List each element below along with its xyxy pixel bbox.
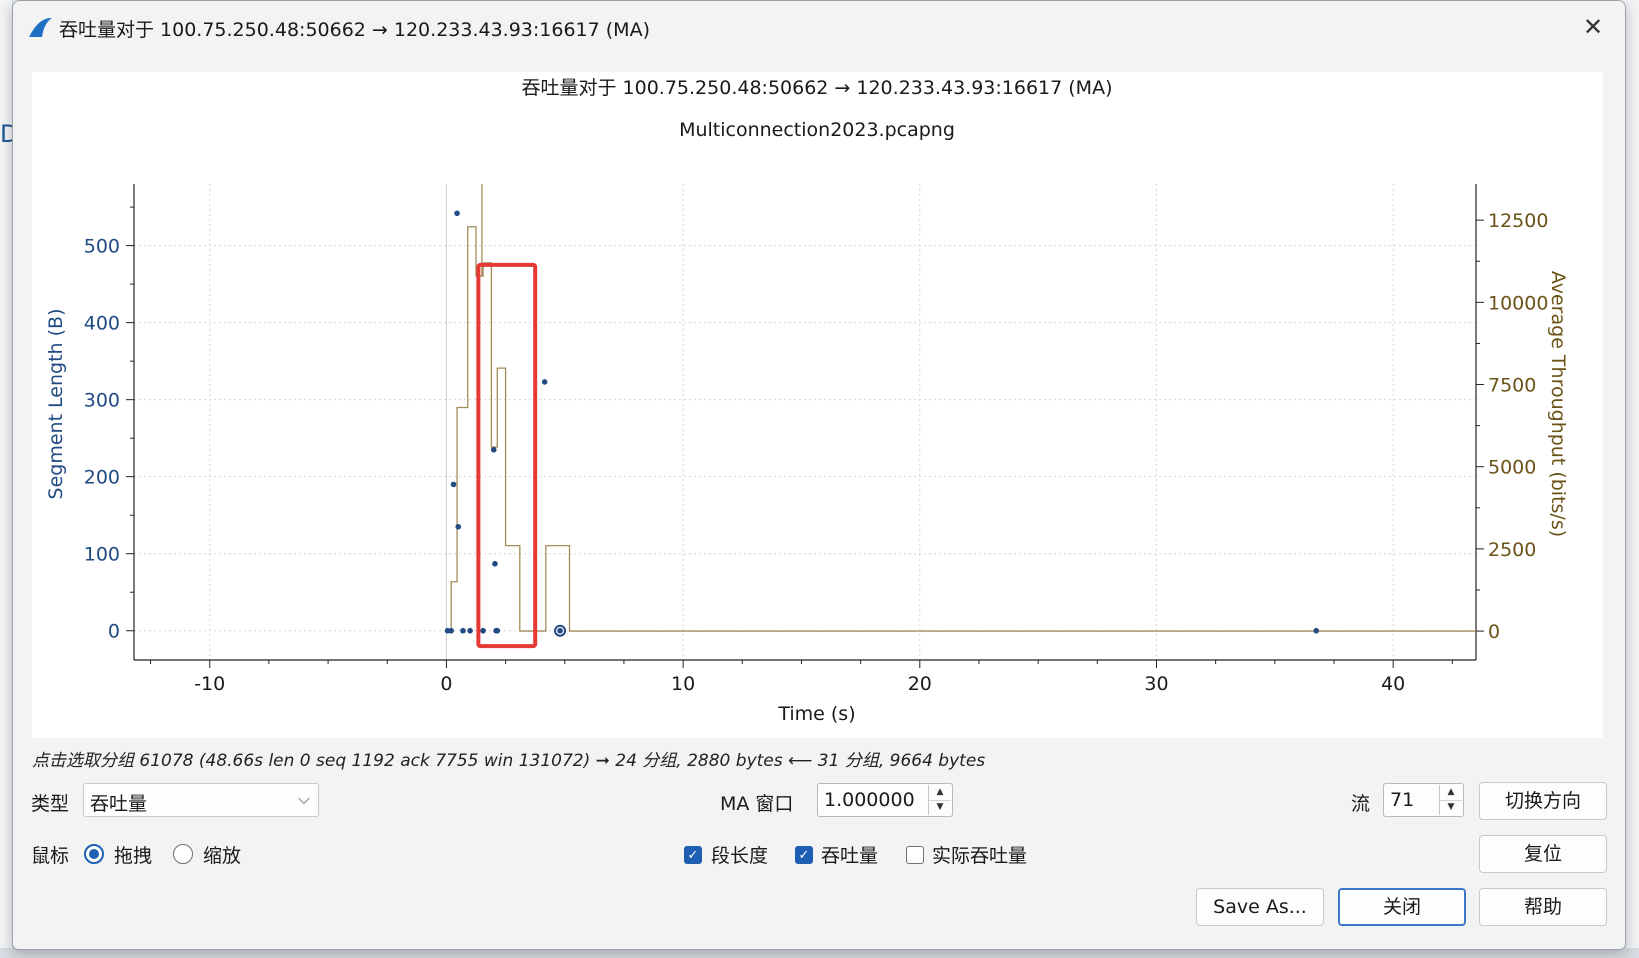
- segment-point: [480, 627, 486, 634]
- reset-button[interactable]: 复位: [1479, 835, 1607, 873]
- throughput-label: 吞吐量: [821, 845, 879, 867]
- status-line: 点击选取分组 61078 (48.66s len 0 seq 1192 ack …: [32, 751, 986, 771]
- background-window-right: [1623, 0, 1639, 958]
- y2-tick-label: 10000: [1488, 292, 1548, 314]
- drag-radio[interactable]: [84, 844, 104, 864]
- window-title: 吞吐量对于 100.75.250.48:50662 → 120.233.43.9…: [59, 19, 650, 41]
- ma-window-label: MA 窗口: [720, 793, 794, 815]
- stream-label: 流: [1351, 793, 1371, 815]
- drag-label: 拖拽: [114, 845, 153, 867]
- background-window-bottom: [0, 948, 1639, 958]
- switch-direction-button[interactable]: 切换方向: [1479, 782, 1607, 820]
- goodput-checkbox[interactable]: [906, 846, 924, 864]
- type-label: 类型: [31, 793, 70, 815]
- segment-point: [454, 210, 460, 217]
- ma-window-spinbox[interactable]: 1.000000 ▲ ▼: [817, 783, 953, 817]
- segment-point: [492, 560, 498, 567]
- x-tick-label: 10: [671, 673, 695, 695]
- close-button[interactable]: 关闭: [1338, 888, 1466, 926]
- ma-window-value: 1.000000: [824, 789, 915, 811]
- zoom-label: 缩放: [203, 845, 242, 867]
- type-select[interactable]: 吞吐量 ⌵: [83, 783, 319, 817]
- ma-increment-arrow-icon[interactable]: ▲: [929, 785, 951, 801]
- throughput-step-line: [446, 226, 1476, 632]
- plot-area[interactable]: 吞吐量对于 100.75.250.48:50662 → 120.233.43.9…: [32, 72, 1603, 738]
- segment-length-checkbox[interactable]: ✓: [684, 846, 702, 864]
- throughput-dialog: 吞吐量对于 100.75.250.48:50662 → 120.233.43.9…: [12, 0, 1626, 950]
- y2-tick-label: 12500: [1488, 210, 1548, 232]
- save-as-button[interactable]: Save As...: [1196, 888, 1324, 926]
- segment-point: [1313, 627, 1320, 634]
- chart-title: 吞吐量对于 100.75.250.48:50662 → 120.233.43.9…: [522, 77, 1113, 99]
- stream-value: 71: [1390, 789, 1415, 811]
- segment-point: [467, 627, 473, 634]
- throughput-chart[interactable]: 吞吐量对于 100.75.250.48:50662 → 120.233.43.9…: [32, 72, 1603, 738]
- x-tick-label: 20: [908, 673, 932, 695]
- y-tick-label: 300: [84, 390, 120, 412]
- stream-increment-arrow-icon[interactable]: ▲: [1440, 785, 1462, 801]
- chevron-down-icon: ⌵: [297, 789, 310, 808]
- segment-length-label: 段长度: [711, 845, 769, 867]
- y-tick-label: 100: [84, 544, 120, 566]
- goodput-label: 实际吞吐量: [932, 845, 1028, 867]
- y-tick-label: 0: [108, 621, 120, 643]
- x-tick-label: -10: [194, 673, 225, 695]
- y-tick-label: 400: [84, 313, 120, 335]
- throughput-checkbox[interactable]: ✓: [795, 846, 813, 864]
- x-tick-label: 40: [1381, 673, 1405, 695]
- close-window-icon[interactable]: ✕: [1582, 13, 1604, 41]
- wireshark-fin-icon: [29, 17, 52, 37]
- y2-tick-label: 0: [1488, 621, 1500, 643]
- segment-point: [541, 379, 548, 385]
- y-axis-label-left: Segment Length (B): [45, 309, 67, 500]
- segment-point: [450, 481, 457, 488]
- selected-packet-marker: [554, 624, 567, 637]
- segment-point: [448, 627, 454, 634]
- x-axis-label: Time (s): [777, 703, 855, 725]
- y-tick-label: 200: [84, 467, 120, 489]
- type-select-value: 吞吐量: [90, 793, 148, 815]
- title-bar[interactable]: 吞吐量对于 100.75.250.48:50662 → 120.233.43.9…: [13, 1, 1625, 53]
- highlight-rectangle: [476, 262, 538, 649]
- zoom-radio[interactable]: [173, 844, 193, 864]
- segment-point: [455, 523, 462, 530]
- segment-point: [494, 627, 501, 634]
- chart-subtitle: Multiconnection2023.pcapng: [679, 119, 955, 141]
- y-axis-label-right: Average Throughput (bits/s): [1547, 271, 1569, 537]
- y2-tick-label: 2500: [1488, 539, 1536, 561]
- help-button[interactable]: 帮助: [1479, 888, 1607, 926]
- y-tick-label: 500: [84, 236, 120, 258]
- y2-tick-label: 5000: [1488, 457, 1536, 479]
- segment-point: [490, 446, 497, 453]
- stream-spinbox[interactable]: 71 ▲ ▼: [1383, 783, 1464, 817]
- segment-point: [557, 627, 563, 634]
- mouse-label: 鼠标: [31, 845, 70, 867]
- x-tick-label: 0: [440, 673, 452, 695]
- y2-tick-label: 7500: [1488, 375, 1536, 397]
- segment-point: [460, 627, 466, 634]
- stream-decrement-arrow-icon[interactable]: ▼: [1447, 802, 1455, 812]
- ma-decrement-arrow-icon[interactable]: ▼: [936, 802, 944, 812]
- x-tick-label: 30: [1144, 673, 1168, 695]
